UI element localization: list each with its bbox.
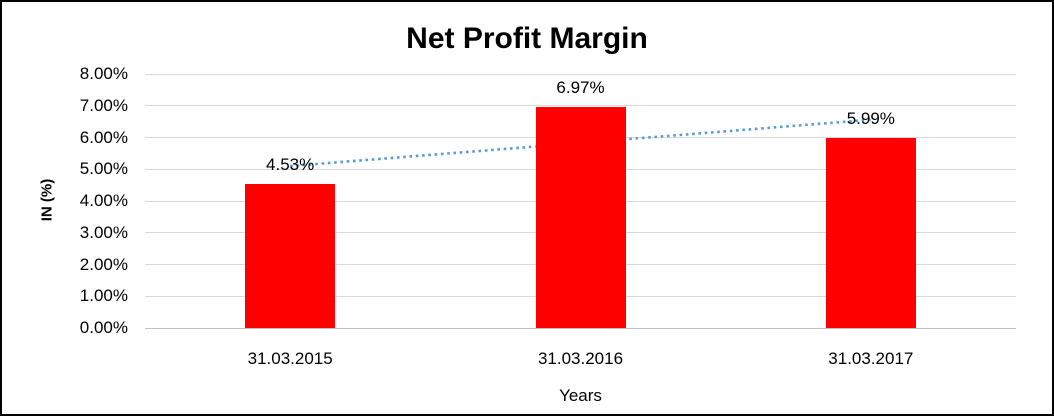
bar-value-label: 6.97%	[556, 77, 605, 97]
y-tick-label: 4.00%	[79, 191, 128, 210]
bar-31.03.2017	[825, 137, 916, 328]
bar-value-label: 5.99%	[846, 108, 895, 128]
x-category-label: 31.03.2015	[247, 349, 333, 368]
bar-31.03.2015	[245, 184, 336, 328]
x-axis-title: Years	[559, 386, 602, 405]
y-tick-label: 2.00%	[79, 254, 128, 274]
chart-title: Net Profit Margin	[406, 22, 648, 55]
x-category-label: 31.03.2016	[537, 349, 624, 368]
y-tick-label: 8.00%	[79, 64, 128, 83]
y-axis-title: IN (%)	[38, 178, 56, 222]
bar-31.03.2016	[535, 106, 626, 328]
x-category-label: 31.03.2017	[828, 349, 914, 368]
y-tick-label: 6.00%	[79, 127, 128, 147]
plot-area: 4.53% 6.97% 5.99%	[145, 73, 1016, 329]
gridline	[145, 73, 1016, 75]
bar-value-label: 4.53%	[266, 155, 315, 175]
y-tick-label: 5.00%	[79, 159, 128, 179]
x-axis-line	[145, 327, 1016, 329]
gridline	[145, 105, 1016, 107]
y-tick-label: 1.00%	[79, 286, 128, 306]
y-tick-label: 0.00%	[79, 318, 128, 337]
y-tick-label: 3.00%	[79, 222, 128, 242]
y-tick-label: 7.00%	[79, 95, 128, 115]
